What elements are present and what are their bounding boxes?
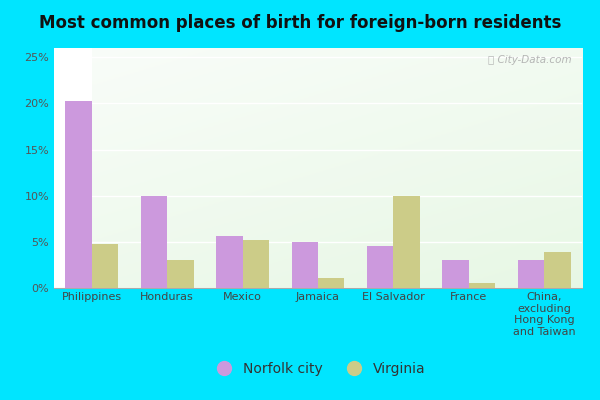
Bar (216, 236, 242, 288)
Bar (318, 278, 344, 288)
Bar (394, 196, 420, 288)
Text: Most common places of birth for foreign-born residents: Most common places of birth for foreign-… (39, 14, 561, 32)
Bar (442, 260, 469, 288)
Bar (141, 196, 167, 288)
Bar (367, 246, 394, 288)
Bar (292, 242, 318, 288)
Bar (65, 101, 92, 288)
Bar (92, 244, 118, 288)
Bar (518, 260, 544, 288)
Bar (167, 260, 194, 288)
Bar (469, 283, 495, 288)
Bar (242, 240, 269, 288)
Legend: Norfolk city, Virginia: Norfolk city, Virginia (205, 357, 431, 382)
Text: ⓘ City-Data.com: ⓘ City-Data.com (488, 55, 571, 65)
Bar (544, 252, 571, 288)
